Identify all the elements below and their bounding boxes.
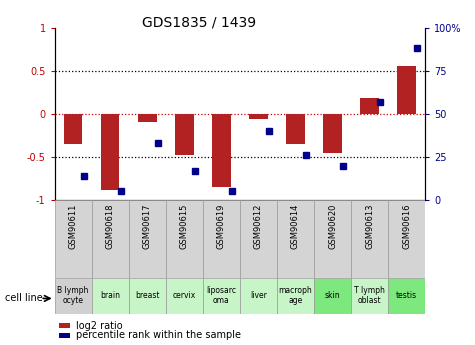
Text: GSM90615: GSM90615 (180, 204, 189, 249)
Text: macroph
age: macroph age (278, 286, 313, 305)
Bar (361, 98, 379, 114)
Text: GDS1835 / 1439: GDS1835 / 1439 (142, 16, 256, 30)
Text: percentile rank within the sample: percentile rank within the sample (76, 331, 241, 340)
FancyBboxPatch shape (314, 278, 351, 314)
Text: cell line: cell line (5, 294, 42, 303)
FancyBboxPatch shape (55, 278, 92, 314)
Bar (212, 114, 231, 187)
FancyBboxPatch shape (166, 278, 203, 314)
Text: liver: liver (250, 291, 267, 300)
Text: GSM90617: GSM90617 (143, 204, 152, 249)
Bar (397, 66, 416, 114)
Bar (59, 323, 70, 328)
Bar (138, 114, 157, 122)
Text: GSM90619: GSM90619 (217, 204, 226, 249)
Text: GSM90612: GSM90612 (254, 204, 263, 249)
FancyBboxPatch shape (351, 278, 388, 314)
Bar (323, 114, 342, 152)
FancyBboxPatch shape (388, 200, 425, 278)
Bar (286, 114, 305, 144)
Text: GSM90618: GSM90618 (106, 204, 114, 249)
Text: testis: testis (396, 291, 417, 300)
Text: cervix: cervix (173, 291, 196, 300)
Text: log2 ratio: log2 ratio (76, 321, 123, 331)
Text: skin: skin (325, 291, 340, 300)
Text: GSM90613: GSM90613 (365, 204, 374, 249)
FancyBboxPatch shape (129, 200, 166, 278)
FancyBboxPatch shape (277, 278, 314, 314)
FancyBboxPatch shape (92, 200, 129, 278)
FancyBboxPatch shape (203, 200, 240, 278)
Bar (249, 114, 267, 119)
Text: B lymph
ocyte: B lymph ocyte (57, 286, 89, 305)
Text: GSM90611: GSM90611 (69, 204, 77, 249)
FancyBboxPatch shape (240, 200, 277, 278)
Bar (101, 114, 120, 190)
FancyBboxPatch shape (314, 200, 351, 278)
FancyBboxPatch shape (351, 200, 388, 278)
Bar (175, 114, 194, 155)
FancyBboxPatch shape (203, 278, 240, 314)
Text: liposarc
oma: liposarc oma (206, 286, 237, 305)
FancyBboxPatch shape (388, 278, 425, 314)
FancyBboxPatch shape (277, 200, 314, 278)
Text: GSM90620: GSM90620 (328, 204, 337, 249)
Text: GSM90616: GSM90616 (402, 204, 411, 249)
Text: GSM90614: GSM90614 (291, 204, 300, 249)
FancyBboxPatch shape (92, 278, 129, 314)
Text: brain: brain (100, 291, 120, 300)
FancyBboxPatch shape (240, 278, 277, 314)
FancyBboxPatch shape (166, 200, 203, 278)
Bar (59, 333, 70, 338)
Text: breast: breast (135, 291, 160, 300)
FancyBboxPatch shape (55, 200, 92, 278)
Bar (64, 114, 83, 144)
Text: T lymph
oblast: T lymph oblast (354, 286, 385, 305)
FancyBboxPatch shape (129, 278, 166, 314)
